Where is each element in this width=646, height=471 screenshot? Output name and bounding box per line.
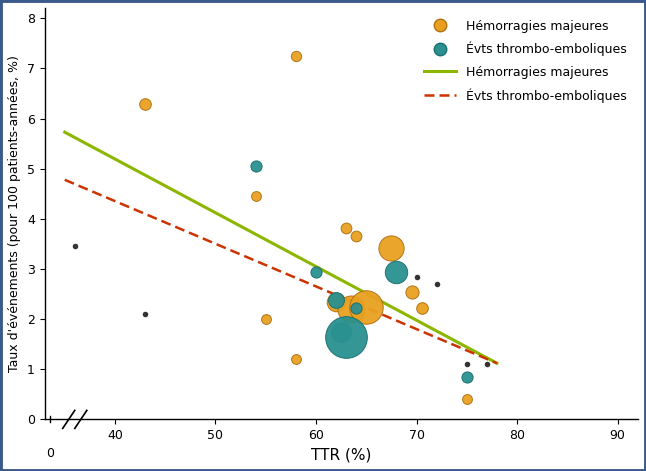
Legend: Hémorragies majeures, Évts thrombo-emboliques, Hémorragies majeures, Évts thromb: Hémorragies majeures, Évts thrombo-embol… [419,15,631,108]
Point [361,303,371,310]
Point [386,244,397,252]
Point [291,52,301,60]
X-axis label: TTR (%): TTR (%) [311,447,371,463]
Point [351,304,361,312]
Point [70,243,80,250]
Point [406,288,417,295]
Text: 0: 0 [46,447,54,460]
Point [391,268,402,275]
Point [412,273,422,280]
Point [331,296,341,304]
Point [336,328,346,335]
Point [432,280,442,288]
Point [260,316,271,323]
Y-axis label: Taux d'événements (pour 100 patients-années, %): Taux d'événements (pour 100 patients-ann… [8,56,21,372]
Point [140,310,151,318]
Point [346,305,357,313]
Point [341,224,351,232]
Point [291,356,301,363]
Point [341,333,351,341]
Point [251,162,261,170]
Point [351,233,361,240]
Point [311,268,321,275]
Point [417,304,427,312]
Point [462,360,472,368]
Point [140,100,151,107]
Point [482,360,492,368]
Point [331,298,341,305]
Point [251,193,261,200]
Point [462,373,472,381]
Point [462,396,472,403]
